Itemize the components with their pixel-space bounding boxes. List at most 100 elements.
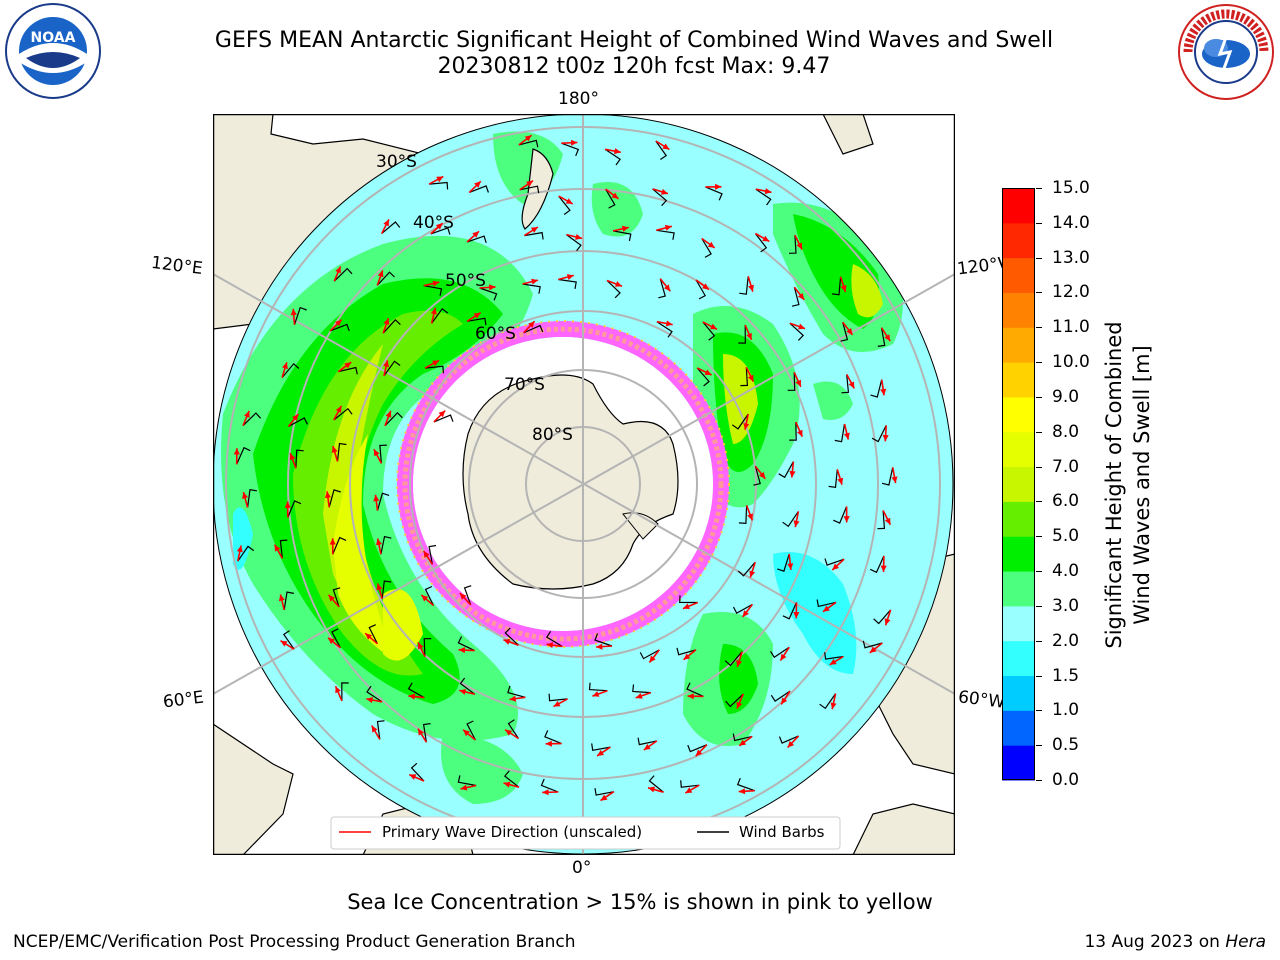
wind-barb xyxy=(789,422,797,441)
wave-arrow-head xyxy=(702,283,709,290)
wave-arrow-head xyxy=(458,647,466,654)
wave-arrow-head xyxy=(707,241,715,248)
wind-barb xyxy=(696,367,710,387)
wave-arrow-head xyxy=(837,477,844,485)
colorbar-tick xyxy=(1036,292,1042,294)
wind-barb xyxy=(407,682,425,699)
wave-arrow-head xyxy=(503,781,511,788)
wave-arrow-head xyxy=(423,550,430,558)
wave-arrow-head xyxy=(715,183,722,190)
wave-arrow-head xyxy=(530,227,538,233)
colorbar-tick-label: 6.0 xyxy=(1052,491,1080,512)
wind-barb xyxy=(329,323,350,332)
wind-barb xyxy=(656,321,673,338)
colorbar-segment xyxy=(1002,327,1035,363)
wind-barb xyxy=(778,735,799,744)
colorbar-tick-label: 8.0 xyxy=(1052,421,1080,442)
wave-arrow-head xyxy=(832,563,839,570)
wave-arrow-head xyxy=(473,312,481,319)
lat-label-70s: 70°S xyxy=(504,375,545,395)
wave-arrow-head xyxy=(328,594,335,602)
wave-arrow-head xyxy=(743,423,750,430)
wave-arrow-head xyxy=(687,693,694,700)
wind-barb xyxy=(430,227,451,235)
wind-barb xyxy=(333,407,353,421)
wind-barb xyxy=(503,770,520,788)
wind-barb xyxy=(466,235,487,243)
colorbar-segment xyxy=(1002,536,1035,572)
wind-barb xyxy=(725,693,744,708)
wind-barb xyxy=(382,318,401,334)
antarctic-wave-map: Primary Wave Direction (unscaled) Wind B… xyxy=(213,114,955,855)
wind-barb xyxy=(738,505,748,525)
colorbar-tick-label: 12.0 xyxy=(1052,282,1090,303)
wave-direction-arrows xyxy=(233,134,898,802)
wind-barb xyxy=(381,580,392,599)
wave-arrow-head xyxy=(596,643,603,650)
wind-barb xyxy=(656,229,675,240)
wave-arrow-head xyxy=(615,281,622,287)
colorbar-segment xyxy=(1002,640,1035,677)
wind-barb xyxy=(504,627,519,646)
wind-barb xyxy=(457,775,477,787)
wave-arrow-head xyxy=(759,471,766,479)
wind-barb xyxy=(507,685,526,698)
wave-arrow-head xyxy=(648,786,655,793)
wave-arrow-head xyxy=(621,225,629,232)
wind-barb xyxy=(778,461,794,479)
wind-barb xyxy=(676,647,697,656)
wind-barb xyxy=(423,638,432,657)
sea-ice-ring xyxy=(396,320,730,648)
colorbar-tick xyxy=(1036,222,1042,224)
wave-arrow-head xyxy=(736,660,742,667)
wind-barb xyxy=(702,321,716,341)
wind-barb xyxy=(242,412,262,427)
colorbar-tick xyxy=(1036,710,1042,712)
lon-label-0: 0° xyxy=(572,858,592,878)
colorbar-tick-label: 15.0 xyxy=(1052,178,1090,198)
wind-barb xyxy=(824,558,845,566)
wave-arrow-head xyxy=(664,284,671,292)
wind-barb xyxy=(566,234,582,252)
wind-barb xyxy=(457,636,475,652)
colorbar-tick xyxy=(1036,257,1042,259)
wind-barb xyxy=(288,417,308,428)
wind-barb xyxy=(383,360,401,377)
colorbar-tick-label: 7.0 xyxy=(1052,456,1080,477)
wind-barb xyxy=(423,285,443,296)
wave-arrow-head xyxy=(880,388,887,396)
wind-barb xyxy=(732,733,753,742)
wind-barb xyxy=(332,536,347,555)
wave-arrow-head xyxy=(793,520,800,528)
wind-barb xyxy=(237,545,255,562)
wind-barb xyxy=(236,446,251,465)
wind-barb xyxy=(524,231,544,240)
wind-barb xyxy=(381,221,401,235)
colorbar-segment xyxy=(1002,710,1035,746)
wind-barb xyxy=(782,511,799,528)
wave-arrow-head xyxy=(528,321,535,328)
wind-barb xyxy=(594,788,614,796)
wave-arrow-head xyxy=(524,135,532,142)
wave-arrow-head xyxy=(408,693,415,700)
wave-arrow-head xyxy=(762,235,770,242)
wave-arrow-head xyxy=(880,565,887,572)
wind-barb xyxy=(639,649,660,660)
wave-arrow-head xyxy=(611,192,619,199)
wave-arrow-head xyxy=(505,729,513,736)
colorbar-segment xyxy=(1002,362,1035,398)
colorbar-segment xyxy=(1002,745,1035,781)
wind-barb xyxy=(738,325,746,344)
colorbar-tick xyxy=(1036,501,1042,503)
wind-barb xyxy=(467,317,487,326)
wave-arrow-head xyxy=(290,308,297,316)
wind-barb xyxy=(376,720,385,740)
wind-barb xyxy=(279,539,288,559)
wave-arrow-head xyxy=(489,284,496,291)
wind-barb xyxy=(637,737,658,746)
wave-arrow-head xyxy=(829,658,837,665)
wind-barb xyxy=(428,544,437,565)
wave-arrow-head xyxy=(787,740,795,748)
wind-barb xyxy=(507,719,519,739)
colorbar-tick xyxy=(1036,536,1042,538)
